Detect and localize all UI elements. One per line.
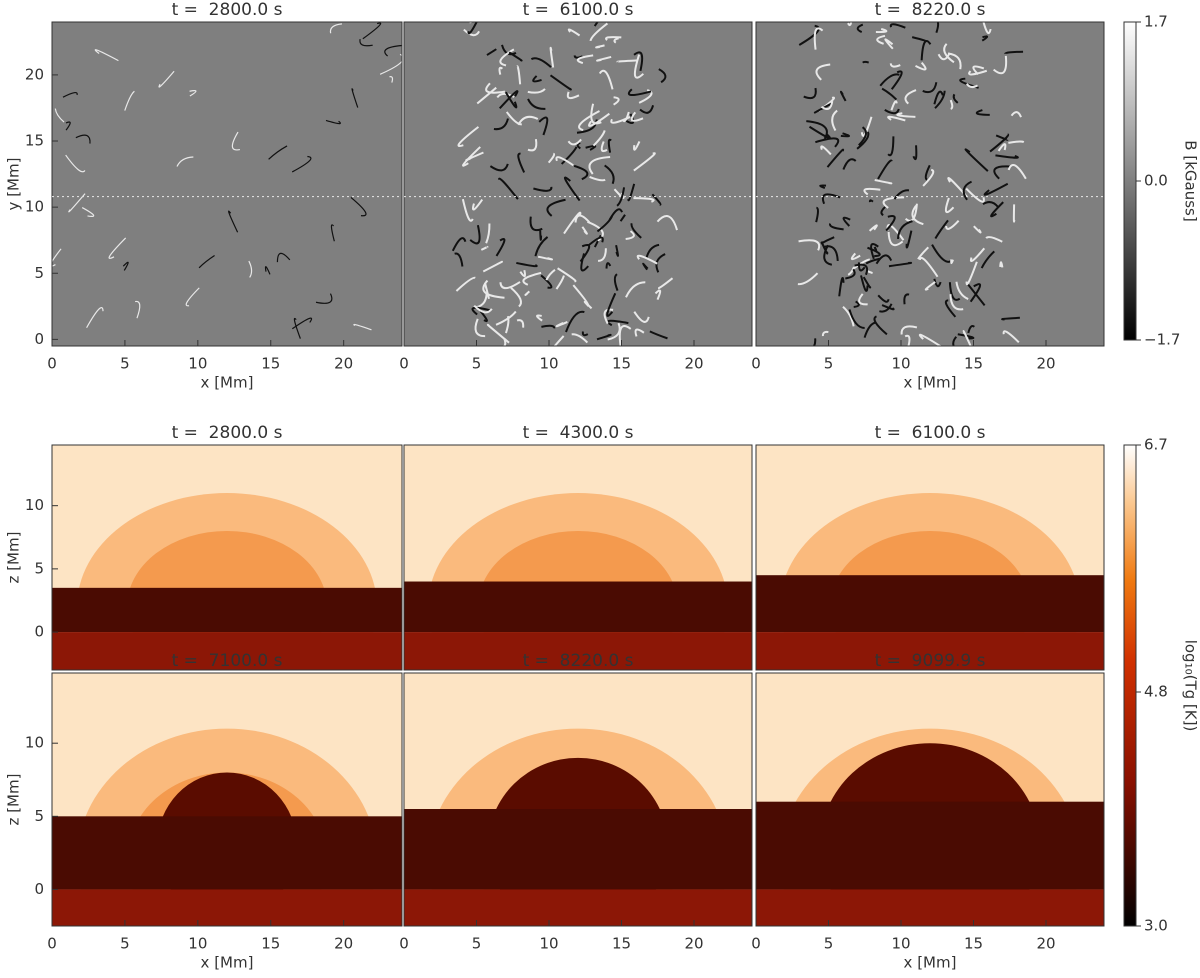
colorbar: [1124, 22, 1136, 340]
x-axis-label: x [Mm]: [904, 374, 957, 392]
panel-title: t = 7100.0 s: [172, 651, 283, 671]
colorbar-label: B [kGauss]: [1182, 140, 1200, 221]
y-tick-label: 0: [34, 330, 44, 348]
x-tick-label: 15: [261, 935, 280, 953]
x-tick-label: 10: [188, 935, 207, 953]
field-lane: [863, 62, 869, 63]
y-tick-label: 10: [25, 198, 44, 216]
panel-image: [50, 22, 412, 362]
chromosphere: [52, 816, 412, 889]
panel-image: [756, 670, 1116, 974]
x-tick-label: 20: [1036, 355, 1055, 373]
x-tick-label: 5: [824, 355, 834, 373]
photosphere: [52, 889, 412, 933]
y-axis-label: z [Mm]: [5, 532, 23, 584]
x-tick-label: 20: [684, 355, 703, 373]
x-tick-label: 0: [751, 355, 761, 373]
x-axis-label: x [Mm]: [201, 954, 254, 972]
y-axis-label: z [Mm]: [5, 774, 23, 826]
colorbar-tick-label: 1.7: [1144, 13, 1168, 31]
y-tick-label: 5: [34, 559, 44, 577]
x-tick-label: 20: [334, 935, 353, 953]
colorbar: [1124, 445, 1136, 926]
image-background: [52, 22, 412, 362]
x-tick-label: 0: [399, 355, 409, 373]
y-tick-label: 20: [25, 65, 44, 83]
panel-title: t = 9099.9 s: [875, 651, 986, 671]
y-tick-label: 15: [25, 132, 44, 150]
x-tick-label: 10: [188, 355, 207, 373]
x-tick-label: 15: [612, 935, 631, 953]
photosphere: [756, 889, 1116, 933]
colorbar-tick-label: 3.0: [1144, 917, 1168, 935]
x-tick-label: 15: [261, 355, 280, 373]
panel-title: t = 2800.0 s: [172, 0, 283, 20]
field-lane: [951, 259, 953, 263]
x-axis-label: x [Mm]: [904, 954, 957, 972]
x-tick-label: 15: [964, 935, 983, 953]
y-tick-label: 0: [34, 880, 44, 898]
x-tick-label: 10: [891, 935, 910, 953]
x-tick-label: 5: [824, 935, 834, 953]
image-background: [756, 22, 1116, 362]
y-tick-label: 5: [34, 264, 44, 282]
colorbar-tick-label: 0.0: [1144, 172, 1168, 190]
panel-title: t = 8220.0 s: [875, 0, 986, 20]
colorbar-tick-label: 4.8: [1144, 683, 1168, 701]
colorbar-label: log₁₀(Tg [K]): [1182, 640, 1200, 732]
x-tick-label: 5: [472, 935, 482, 953]
y-tick-label: 10: [25, 734, 44, 752]
y-tick-label: 10: [25, 496, 44, 514]
y-tick-label: 0: [34, 623, 44, 641]
panel-title: t = 4300.0 s: [523, 423, 634, 443]
panel-title: t = 6100.0 s: [523, 0, 634, 20]
x-tick-label: 5: [120, 935, 130, 953]
x-tick-label: 5: [120, 355, 130, 373]
x-tick-label: 20: [1036, 935, 1055, 953]
chromosphere: [52, 588, 412, 632]
panel-image: [756, 6, 1116, 362]
field-lane: [540, 230, 541, 239]
chromosphere: [756, 575, 1116, 632]
chromosphere: [404, 582, 764, 633]
chromosphere: [756, 802, 1116, 890]
y-tick-label: 5: [34, 807, 44, 825]
x-tick-label: 0: [47, 935, 57, 953]
photosphere: [404, 889, 764, 933]
panel-image: [404, 670, 764, 974]
x-tick-label: 0: [399, 935, 409, 953]
x-tick-label: 0: [751, 935, 761, 953]
x-tick-label: 5: [472, 355, 482, 373]
panel-title: t = 6100.0 s: [875, 423, 986, 443]
panel-title: t = 2800.0 s: [172, 423, 283, 443]
colorbar-tick-label: 6.7: [1144, 436, 1168, 454]
x-axis-label: x [Mm]: [201, 374, 254, 392]
panel-image: [404, 11, 764, 362]
x-tick-label: 20: [334, 355, 353, 373]
x-tick-label: 15: [612, 355, 631, 373]
panel-title: t = 8220.0 s: [523, 651, 634, 671]
y-axis-label: y [Mm]: [5, 158, 23, 211]
field-lane: [1000, 262, 1002, 267]
panel-image: [52, 670, 412, 974]
x-tick-label: 0: [47, 355, 57, 373]
x-tick-label: 10: [891, 355, 910, 373]
x-tick-label: 10: [539, 935, 558, 953]
x-tick-label: 15: [964, 355, 983, 373]
x-tick-label: 20: [684, 935, 703, 953]
field-lane: [467, 11, 470, 23]
chromosphere: [404, 809, 764, 889]
colorbar-tick-label: −1.7: [1144, 331, 1180, 349]
x-tick-label: 10: [539, 355, 558, 373]
